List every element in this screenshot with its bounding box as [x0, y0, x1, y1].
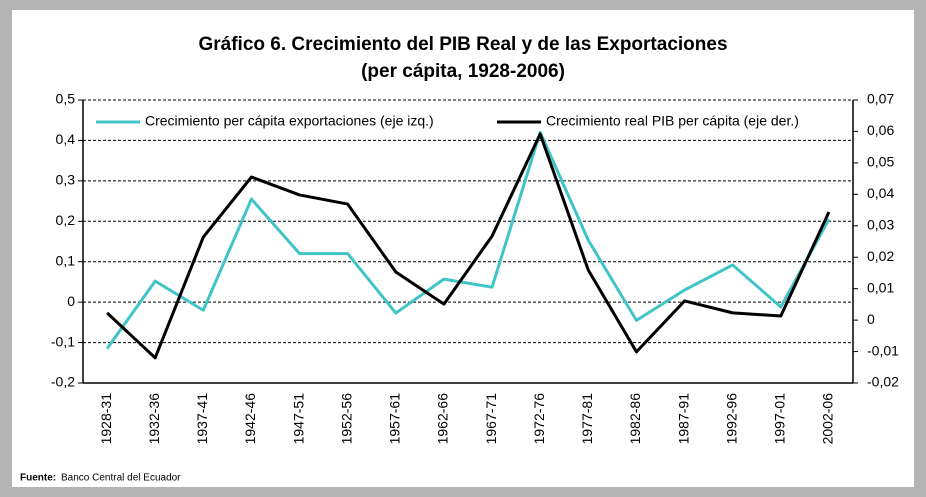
- y2-tick-label: -0,02: [867, 374, 899, 390]
- y-tick-label: 0,4: [56, 131, 76, 147]
- y2-tick-label: 0,04: [867, 185, 894, 201]
- series-line: [105, 130, 831, 350]
- x-tick-label: 1997-01: [772, 393, 788, 445]
- x-tick-label: 1947-51: [290, 393, 306, 445]
- y2-tick-label: 0,03: [867, 216, 894, 232]
- x-tick-label: 1982-86: [627, 393, 643, 445]
- y-tick-label: 0,5: [56, 91, 76, 107]
- x-tick-label: 2002-06: [820, 393, 836, 445]
- series-line: [106, 132, 831, 360]
- legend-label: Crecimiento per cápita exportaciones (ej…: [145, 113, 434, 129]
- y-tick-label: 0,2: [56, 212, 76, 228]
- y-tick-label: -0,1: [51, 333, 75, 349]
- x-tick-label: 1972-76: [531, 393, 547, 445]
- y-tick-label: -0,2: [51, 374, 75, 390]
- y-tick-label: 0,1: [56, 252, 76, 268]
- x-tick-label: 1952-56: [338, 393, 354, 445]
- x-tick-label: 1987-91: [675, 393, 691, 445]
- y2-tick-label: 0,01: [867, 279, 894, 295]
- legend-bg: [96, 113, 496, 131]
- x-tick-label: 1932-36: [146, 393, 162, 445]
- x-tick-label: 1928-31: [98, 393, 114, 445]
- y2-tick-label: -0,01: [867, 342, 899, 358]
- y2-tick-label: 0,07: [867, 91, 894, 107]
- y2-tick-label: 0,06: [867, 122, 894, 138]
- source-label: Fuente:: [20, 473, 56, 484]
- y2-tick-label: 0,05: [867, 154, 894, 170]
- x-tick-label: 1967-71: [483, 393, 499, 445]
- chart-title: Gráfico 6. Crecimiento del PIB Real y de…: [198, 34, 727, 55]
- panel: [12, 10, 914, 487]
- legend-label: Crecimiento real PIB per cápita (eje der…: [546, 113, 799, 129]
- x-tick-label: 1962-66: [435, 393, 451, 445]
- legend-bg: [497, 113, 849, 131]
- source-text: Banco Central del Ecuador: [61, 473, 181, 484]
- x-tick-label: 1957-61: [387, 393, 403, 445]
- x-tick-label: 1942-46: [242, 393, 258, 445]
- x-tick-label: 1992-96: [723, 393, 739, 445]
- y-tick-label: 0,3: [56, 172, 76, 188]
- chart-subtitle: (per cápita, 1928-2006): [361, 61, 565, 82]
- y-tick-label: 0: [67, 293, 75, 309]
- y2-tick-label: 0: [867, 311, 875, 327]
- y2-tick-label: 0,02: [867, 248, 894, 264]
- x-tick-label: 1937-41: [194, 393, 210, 445]
- x-tick-label: 1977-81: [579, 393, 595, 445]
